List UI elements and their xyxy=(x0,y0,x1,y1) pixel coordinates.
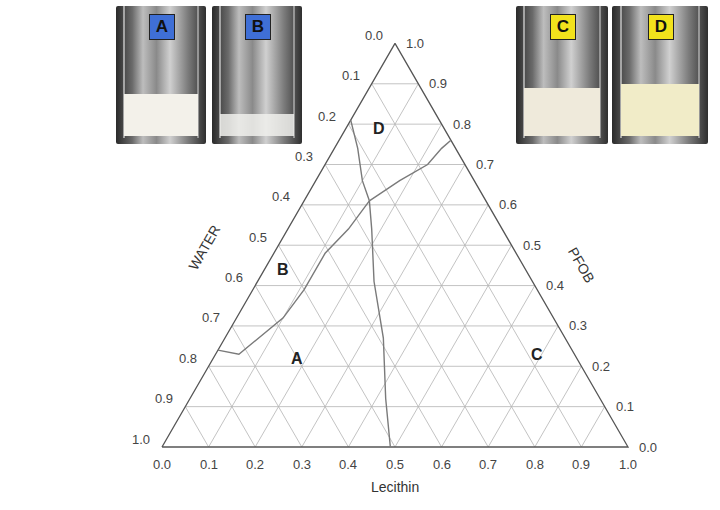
svg-text:0.1: 0.1 xyxy=(200,457,218,472)
svg-text:0.8: 0.8 xyxy=(179,351,197,366)
svg-text:0.7: 0.7 xyxy=(479,457,497,472)
svg-text:0.8: 0.8 xyxy=(526,457,544,472)
svg-text:0.4: 0.4 xyxy=(272,189,290,204)
svg-text:0.2: 0.2 xyxy=(246,457,264,472)
svg-text:B: B xyxy=(277,261,289,278)
svg-text:Lecithin: Lecithin xyxy=(371,479,419,495)
svg-text:0.1: 0.1 xyxy=(616,399,634,414)
svg-text:0.9: 0.9 xyxy=(429,76,447,91)
svg-text:0.0: 0.0 xyxy=(365,28,383,43)
svg-text:0.5: 0.5 xyxy=(523,238,541,253)
svg-text:0.9: 0.9 xyxy=(572,457,590,472)
svg-text:0.7: 0.7 xyxy=(202,310,220,325)
svg-text:1.0: 1.0 xyxy=(406,36,424,51)
svg-text:A: A xyxy=(291,350,303,367)
svg-text:0.6: 0.6 xyxy=(433,457,451,472)
svg-text:0.6: 0.6 xyxy=(499,197,517,212)
svg-text:0.5: 0.5 xyxy=(386,457,404,472)
html-text:B: B xyxy=(251,17,265,36)
svg-text:0.4: 0.4 xyxy=(339,457,357,472)
svg-text:0.3: 0.3 xyxy=(569,318,587,333)
svg-text:WATER: WATER xyxy=(185,222,223,272)
html-text:C: C xyxy=(556,17,570,36)
svg-text:0.8: 0.8 xyxy=(453,117,471,132)
svg-text:PFOB: PFOB xyxy=(565,245,598,286)
svg-text:0.1: 0.1 xyxy=(342,68,360,83)
svg-text:D: D xyxy=(373,120,385,137)
html-text:A: A xyxy=(155,17,169,36)
svg-text:0.2: 0.2 xyxy=(592,359,610,374)
svg-text:0.3: 0.3 xyxy=(295,149,313,164)
svg-text:1.0: 1.0 xyxy=(132,432,150,447)
svg-text:0.9: 0.9 xyxy=(155,391,173,406)
svg-text:0.4: 0.4 xyxy=(546,278,564,293)
svg-text:0.5: 0.5 xyxy=(249,230,267,245)
svg-text:0.0: 0.0 xyxy=(639,440,657,455)
svg-text:0.0: 0.0 xyxy=(153,457,171,472)
svg-text:0.7: 0.7 xyxy=(476,157,494,172)
svg-text:0.6: 0.6 xyxy=(225,270,243,285)
svg-text:1.0: 1.0 xyxy=(619,457,637,472)
svg-text:0.2: 0.2 xyxy=(318,109,336,124)
svg-text:0.3: 0.3 xyxy=(293,457,311,472)
html-text:D: D xyxy=(654,17,668,36)
svg-text:C: C xyxy=(531,346,543,363)
